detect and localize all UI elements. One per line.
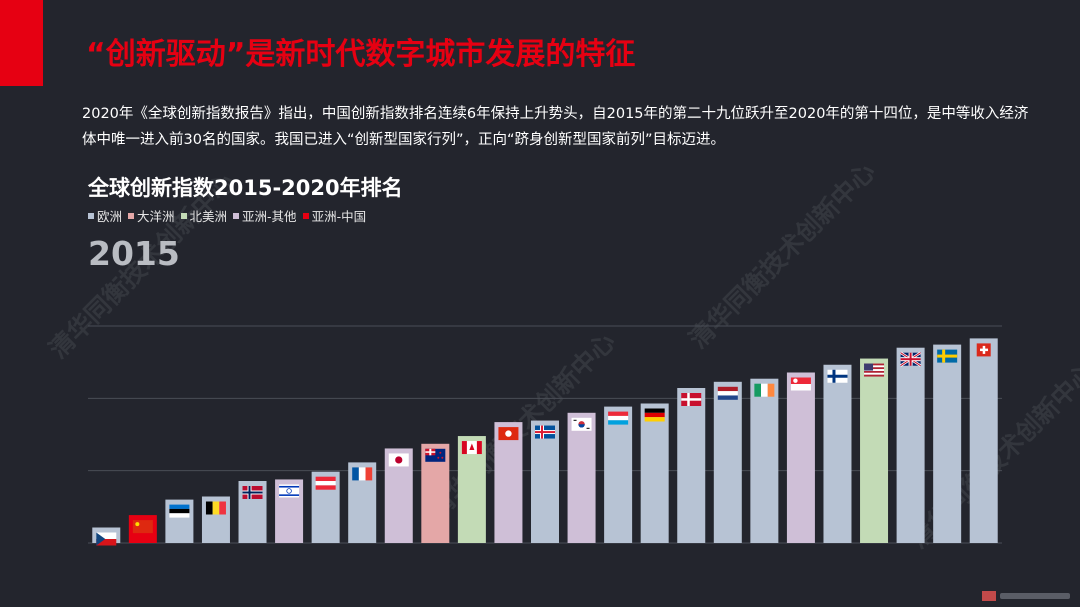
canada-flag-icon [461, 441, 482, 455]
legend-item-oceania: 大洋洲 [128, 206, 175, 225]
france-flag-icon [352, 467, 373, 481]
luxembourg-flag-icon [608, 411, 629, 425]
denmark-flag-icon [681, 393, 702, 406]
chart-title: 全球创新指数2015-2020年排名 [88, 176, 403, 200]
legend-label: 欧洲 [97, 209, 123, 224]
south-korea-flag-icon [571, 417, 592, 431]
legend-item-north-america: 北美洲 [180, 206, 228, 225]
page-title: “创新驱动”是新时代数字城市发展的特征 [86, 37, 636, 72]
chart-bar-finland [823, 364, 852, 543]
belgium-flag-icon [205, 501, 226, 515]
source-text-bar [1000, 593, 1070, 599]
legend-item-asia-other: 亚洲-其他 [233, 206, 297, 225]
chart-bar-sweden [933, 344, 962, 543]
chart-bar-hong-kong [494, 422, 523, 543]
sweden-flag-icon [937, 349, 958, 363]
chart-bar-iceland [531, 420, 559, 543]
germany-flag-icon [644, 408, 665, 422]
netherlands-flag-icon [717, 386, 738, 400]
austria-flag-icon [315, 476, 336, 490]
chart-bar-united-kingdom [896, 347, 925, 543]
chart-bar-switzerland [969, 338, 998, 543]
legend-item-asia-china: 亚洲-中国 [302, 206, 367, 225]
legend-label: 亚洲-中国 [311, 209, 367, 224]
accent-bar [0, 0, 43, 86]
intro-paragraph: 2020年《全球创新指数报告》指出，中国创新指数排名连续6年保持上升势头，自20… [82, 106, 1029, 148]
legend-swatch-north-america [180, 212, 187, 219]
japan-flag-icon [388, 453, 409, 467]
chart-bar-germany [640, 403, 669, 543]
legend-swatch-asia-other [233, 212, 240, 219]
ireland-flag-icon [754, 383, 775, 397]
legend-item-europe: 欧洲 [88, 206, 122, 225]
source-badge [982, 591, 1070, 601]
chart-bar-netherlands [713, 381, 742, 543]
switzerland-flag-icon [976, 343, 991, 357]
united-states-flag-icon [864, 363, 885, 377]
norway-flag-icon [242, 486, 263, 499]
legend-label: 亚洲-其他 [242, 209, 297, 224]
chart-legend: 欧洲 大洋洲 北美洲 亚洲-其他 亚洲-中国 [88, 206, 366, 225]
new-zealand-flag-icon [425, 448, 446, 462]
china-flag-icon [132, 520, 153, 534]
singapore-flag-icon [790, 377, 811, 391]
finland-flag-icon [827, 369, 848, 383]
israel-flag-icon [279, 484, 300, 498]
legend-label: 大洋洲 [137, 209, 175, 224]
legend-swatch-oceania [128, 212, 135, 219]
source-logo-icon [982, 591, 996, 601]
chart-bar-ireland [750, 378, 779, 543]
chart-bar-united-states [860, 358, 889, 543]
year-frame-label: 2015 [88, 234, 180, 273]
iceland-flag-icon [535, 425, 555, 439]
chart-bar-denmark [677, 388, 706, 543]
estonia-flag-icon [169, 504, 190, 518]
chart-bar-south-korea [567, 412, 596, 543]
chart-bar-luxembourg [604, 406, 633, 543]
czech-flag-icon [96, 532, 117, 546]
chart-bar-singapore [786, 372, 815, 543]
legend-label: 北美洲 [189, 209, 228, 224]
legend-swatch-europe [88, 212, 94, 219]
hong-kong-flag-icon [498, 427, 519, 441]
legend-swatch-asia-china [302, 212, 309, 219]
united-kingdom-flag-icon [899, 351, 922, 367]
